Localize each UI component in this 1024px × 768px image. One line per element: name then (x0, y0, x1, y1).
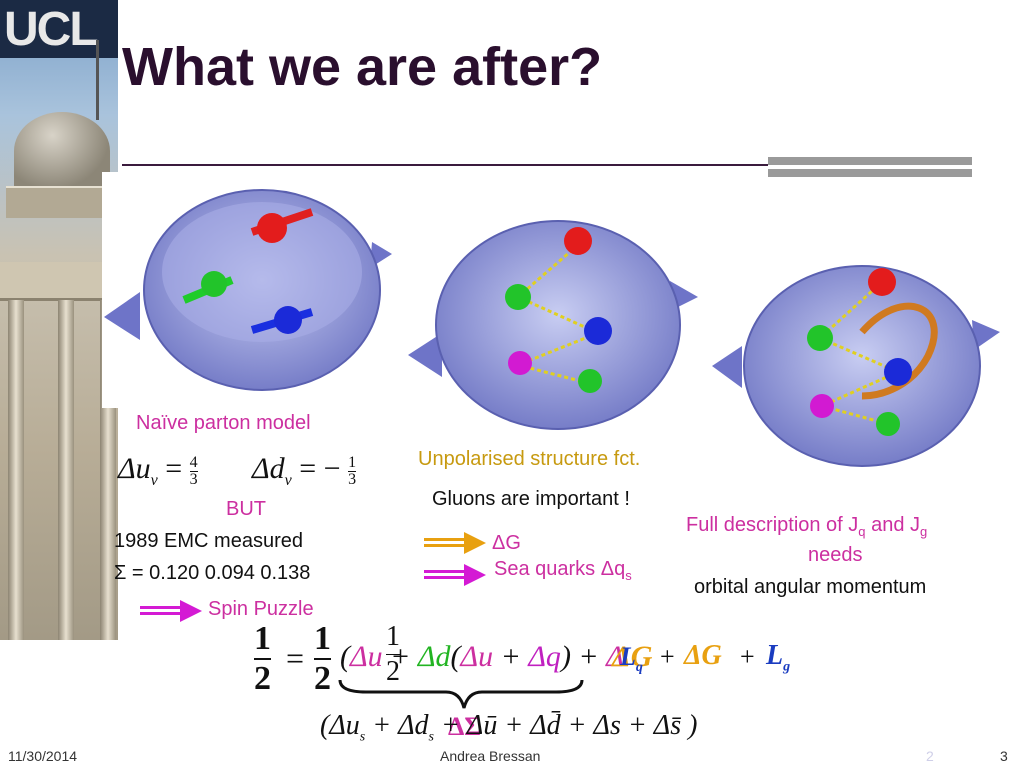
spin-puzzle-arrow (140, 600, 202, 622)
sea-u-term: (Δu (320, 710, 360, 741)
du-numerator: 4 (189, 453, 198, 472)
full-description-line1: Full description of Jq and Jg (686, 514, 927, 539)
sea-d-subscript: s (428, 729, 434, 745)
plus-sign: + (660, 642, 675, 671)
plus-sign-2: + (740, 642, 755, 671)
pediment-shape (0, 262, 118, 301)
delta-g-term: ΔG (612, 640, 653, 673)
half2-denominator: 2 (386, 656, 400, 687)
equals-sign: = (286, 640, 305, 676)
sea-quarks-label: Sea quarks Δqs (494, 558, 632, 583)
column-shape (58, 300, 74, 640)
sea-sum-line: (Δus + Δds + Δū + Δd̄ + Δs + Δs̄ ) (320, 710, 697, 746)
quark-spin-group: (Δu + Δd(Δu + Δq) + Δ (340, 640, 624, 673)
full-description-line3: orbital angular momentum (694, 576, 927, 598)
lhs-denominator: 2 (254, 660, 271, 697)
du-symbol: Δu (118, 452, 151, 485)
flag-pole (96, 40, 99, 120)
dd-sign: = − (299, 452, 341, 485)
spin-puzzle-label: Spin Puzzle (208, 598, 314, 620)
but-label: BUT (226, 498, 266, 520)
dd-denominator: 3 (348, 470, 357, 488)
sea-quarks-arrow (424, 564, 486, 586)
delta-sigma-label: ΔΣ (448, 712, 482, 741)
dome-shape (14, 112, 110, 190)
delta-g-label: ΔG (492, 532, 521, 554)
ucl-logo: UCL (0, 0, 118, 58)
sea-quarks-text: Sea quarks Δq (494, 558, 626, 580)
naive-dd-equation: Δdv = − 1 3 (252, 452, 357, 490)
sum-underbrace (338, 679, 584, 709)
lq-term: Lq (620, 642, 643, 676)
footer-author: Andrea Bressan (440, 748, 541, 764)
gluons-text: Gluons are important ! (432, 488, 630, 510)
dd-numerator: 1 (348, 453, 357, 472)
lq-subscript: q (635, 660, 643, 676)
sea-d-term: + Δd (372, 710, 429, 741)
half-numerator: 1 (314, 620, 331, 660)
naive-caption: Naïve parton model (136, 412, 311, 434)
footer-page-number: 3 (1000, 748, 1008, 764)
half-fraction: 1 2 (314, 620, 331, 698)
half-fraction-2: 1 2 (386, 620, 400, 689)
column-shape (8, 300, 24, 640)
naive-du-equation: Δuv = 4 3 (118, 452, 198, 489)
unpolarised-caption: Unpolarised structure fct. (418, 448, 641, 470)
naive-proton-image (102, 172, 398, 408)
sea-quarks-subscript: s (625, 568, 632, 583)
dd-symbol: Δd (252, 452, 285, 485)
building-sidebar-image: UCL (0, 0, 118, 640)
title-rule (122, 164, 972, 166)
emc-line: 1989 EMC measured (114, 530, 303, 552)
jg-subscript: g (920, 524, 928, 539)
half2-numerator: 1 (386, 620, 400, 655)
full-description-line2: needs (808, 544, 863, 566)
title-rule-accent (768, 157, 972, 177)
delta-g-term-2: ΔG (684, 640, 722, 671)
full-desc-text: Full description of J (686, 514, 859, 536)
lhs-numerator: 1 (254, 620, 271, 660)
logo-text: UCL (4, 3, 99, 56)
lq-symbol: L (620, 642, 636, 671)
sigma-values: Σ = 0.120 0.094 0.138 (114, 562, 311, 584)
du-denominator: 3 (189, 470, 198, 488)
sea-u-subscript: s (359, 729, 366, 745)
lg-subscript: g (783, 659, 791, 675)
sea-rest-terms: + Δū + Δd̄ + Δs + Δs̄ ) (441, 710, 698, 741)
slide-title: What we are after? (122, 37, 603, 97)
drum-shape (6, 186, 118, 218)
spin-sum-lhs: 1 2 (254, 620, 271, 698)
dd-subscript: v (284, 472, 292, 489)
full-description-proton-image (712, 246, 1008, 482)
du-subscript: v (150, 472, 158, 489)
delta-g-arrow (424, 532, 486, 554)
footer-ghost-page: 2 (926, 748, 934, 764)
jq-subscript: q (858, 524, 866, 539)
lg-term: Lg (766, 640, 790, 676)
footer-date: 11/30/2014 (8, 748, 78, 764)
half-denominator: 2 (314, 660, 331, 697)
unpolarised-proton-image (408, 205, 706, 441)
full-desc-and: and J (865, 514, 921, 536)
lg-symbol: L (766, 640, 784, 671)
